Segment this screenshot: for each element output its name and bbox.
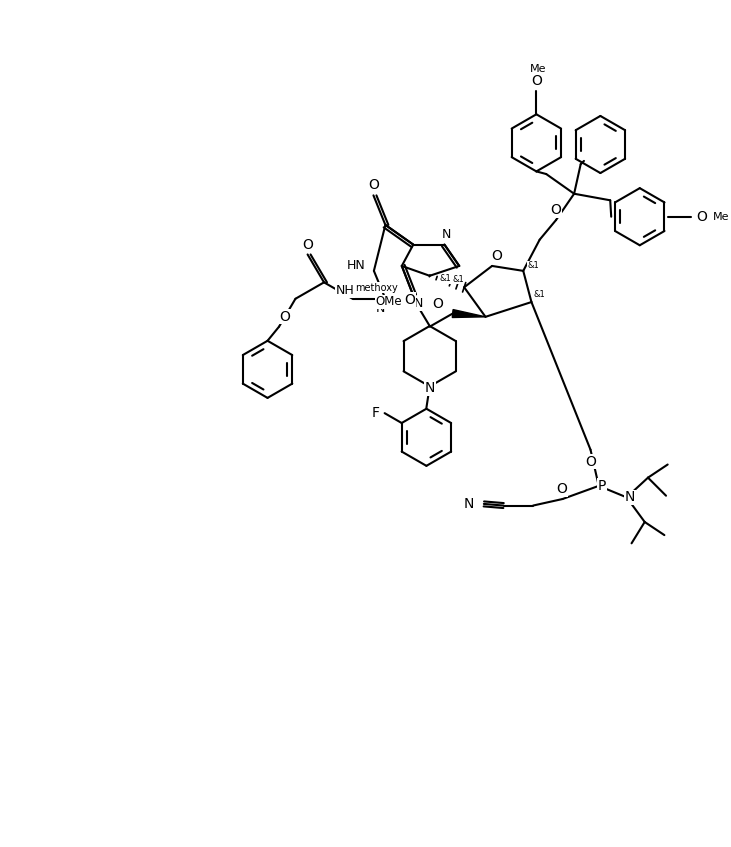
Text: N: N	[624, 490, 635, 504]
Text: O: O	[368, 179, 379, 192]
Text: Me: Me	[713, 212, 730, 222]
Text: O: O	[491, 249, 502, 263]
Text: O: O	[696, 210, 707, 224]
Text: OMe: OMe	[375, 295, 402, 308]
Text: N: N	[442, 228, 451, 241]
Text: &1: &1	[527, 262, 539, 270]
Text: N: N	[463, 497, 474, 511]
Text: Me: Me	[530, 64, 547, 75]
Text: P: P	[597, 479, 606, 493]
Text: O: O	[585, 455, 596, 468]
Text: &1: &1	[439, 274, 451, 283]
Text: O: O	[531, 75, 542, 88]
Text: F: F	[371, 407, 379, 420]
Text: O: O	[404, 293, 415, 307]
Text: N: N	[414, 297, 423, 310]
Text: O: O	[279, 310, 290, 324]
Text: O: O	[557, 482, 567, 496]
Text: O: O	[302, 237, 313, 252]
Text: methoxy: methoxy	[355, 283, 398, 293]
Text: &1: &1	[534, 290, 545, 299]
Text: O: O	[432, 296, 443, 311]
Text: N: N	[376, 302, 385, 315]
Polygon shape	[452, 310, 485, 318]
Text: O: O	[550, 203, 561, 217]
Text: NH: NH	[336, 285, 355, 297]
Text: HN: HN	[347, 259, 366, 273]
Text: &1: &1	[452, 274, 464, 284]
Text: N: N	[425, 381, 435, 396]
